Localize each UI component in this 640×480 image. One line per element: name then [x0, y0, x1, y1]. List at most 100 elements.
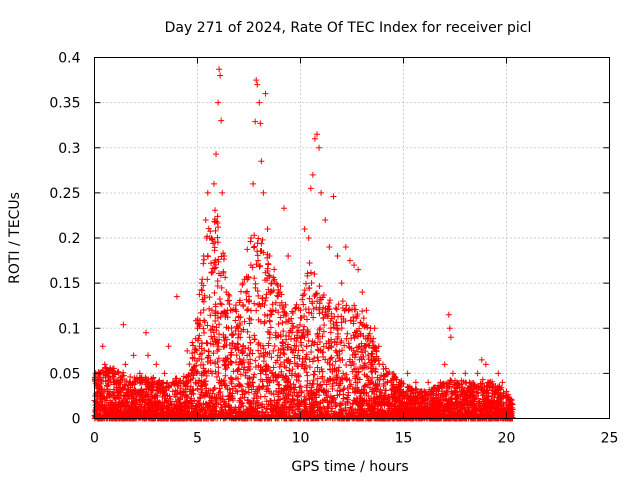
scatter-point: [303, 316, 310, 323]
scatter-point: [291, 354, 298, 361]
scatter-point: [262, 409, 269, 416]
scatter-point: [127, 373, 134, 380]
scatter-point: [344, 330, 351, 337]
scatter-point: [193, 347, 200, 354]
scatter-point: [215, 256, 222, 263]
scatter-point: [359, 308, 366, 315]
scatter-point: [328, 343, 335, 350]
scatter-point: [200, 307, 207, 314]
scatter-point: [355, 368, 362, 375]
scatter-point: [283, 336, 290, 343]
scatter-point: [351, 389, 358, 396]
scatter-point: [257, 262, 264, 269]
scatter-point: [295, 372, 302, 379]
scatter-point: [343, 302, 350, 309]
scatter-point: [245, 306, 252, 313]
scatter-point: [360, 315, 367, 322]
scatter-point: [220, 250, 227, 257]
scatter-point: [204, 276, 211, 283]
scatter-point: [343, 361, 350, 368]
scatter-point: [208, 260, 215, 267]
scatter-point: [251, 336, 258, 343]
scatter-point: [251, 243, 258, 250]
scatter-point: [226, 292, 233, 299]
scatter-point: [279, 319, 286, 326]
scatter-point: [196, 291, 203, 298]
scatter-point: [98, 369, 105, 376]
scatter-point: [361, 382, 368, 389]
scatter-point: [271, 266, 278, 273]
scatter-point: [188, 367, 195, 374]
scatter-point: [216, 331, 223, 338]
scatter-point: [227, 352, 234, 359]
scatter-point: [362, 382, 369, 388]
scatter-point: [314, 354, 321, 361]
scatter-point: [245, 344, 252, 351]
scatter-point: [244, 328, 251, 335]
scatter-point: [234, 375, 241, 382]
scatter-point: [315, 357, 322, 364]
scatter-point: [277, 314, 284, 321]
scatter-point: [233, 387, 240, 394]
scatter-point: [233, 352, 240, 359]
scatter-point: [253, 307, 260, 314]
scatter-point: [253, 261, 260, 268]
scatter-point: [245, 389, 252, 396]
scatter-point: [353, 344, 360, 351]
scatter-point: [200, 298, 207, 305]
scatter-point: [237, 371, 244, 378]
scatter-point: [248, 386, 255, 393]
scatter-point: [266, 379, 273, 386]
scatter-point: [274, 292, 281, 299]
scatter-point: [194, 368, 201, 375]
scatter-point: [281, 351, 288, 358]
scatter-point: [343, 375, 350, 382]
scatter-point: [273, 387, 280, 394]
scatter-point: [317, 382, 324, 389]
scatter-point: [295, 327, 302, 334]
scatter-point: [380, 383, 387, 390]
scatter-point: [355, 369, 362, 376]
scatter-point: [201, 292, 208, 299]
scatter-point: [212, 227, 219, 234]
scatter-point: [258, 240, 265, 247]
scatter-point: [206, 305, 213, 312]
scatter-point: [391, 402, 398, 409]
scatter-point: [199, 287, 206, 294]
scatter-point: [212, 318, 219, 325]
scatter-point: [275, 381, 282, 388]
scatter-point: [230, 368, 237, 375]
scatter-point: [337, 357, 344, 364]
scatter-point: [220, 343, 227, 350]
scatter-point: [311, 371, 318, 378]
scatter-point: [255, 257, 262, 264]
scatter-point: [196, 394, 203, 401]
scatter-point: [204, 358, 211, 365]
scatter-point: [200, 260, 207, 267]
scatter-point: [313, 398, 320, 405]
scatter-point: [340, 395, 347, 402]
scatter-point: [263, 291, 270, 298]
scatter-point: [264, 277, 271, 284]
scatter-point: [320, 328, 327, 335]
scatter-point: [213, 324, 220, 331]
scatter-point: [218, 284, 225, 291]
scatter-point: [275, 321, 282, 328]
scatter-point: [306, 259, 313, 266]
scatter-point: [304, 387, 311, 394]
scatter-point: [319, 368, 326, 375]
scatter-point: [302, 280, 309, 287]
scatter-point: [297, 383, 304, 390]
scatter-point: [243, 289, 250, 296]
scatter-point: [369, 368, 376, 375]
scatter-point: [274, 281, 281, 288]
scatter-point: [204, 322, 211, 329]
scatter-point: [327, 329, 334, 336]
scatter-point: [238, 288, 245, 295]
scatter-point: [211, 289, 218, 296]
scatter-point: [346, 377, 353, 384]
scatter-point: [348, 362, 355, 369]
scatter-point: [309, 358, 316, 365]
scatter-point: [274, 352, 281, 359]
scatter-point: [215, 370, 222, 377]
